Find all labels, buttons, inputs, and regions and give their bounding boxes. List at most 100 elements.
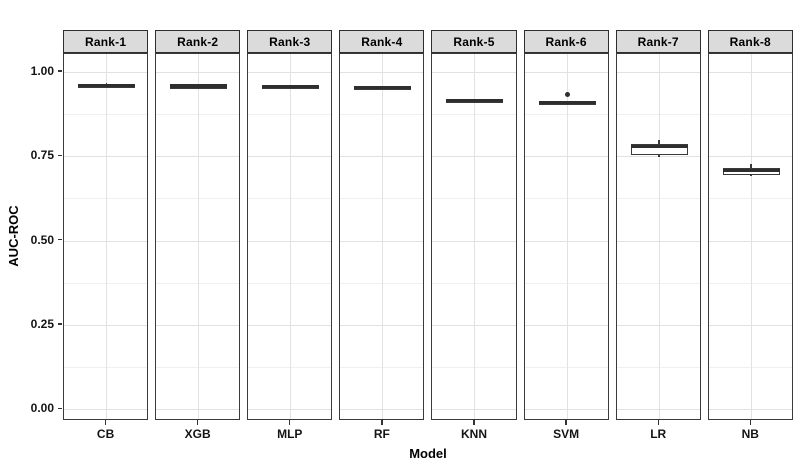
minor-gridline — [708, 114, 792, 116]
y-axis-tick-mark — [57, 238, 62, 241]
major-gridline — [340, 324, 424, 326]
minor-gridline — [432, 198, 516, 200]
minor-gridline — [616, 282, 700, 284]
facet-strip-label: Rank-5 — [453, 34, 495, 49]
facet-strip: Rank-3 — [247, 30, 333, 53]
x-axis-tick-label: XGB — [184, 427, 211, 441]
major-gridline — [432, 240, 516, 242]
major-gridline — [64, 72, 148, 73]
major-gridline — [524, 156, 608, 158]
x-axis-tick-label: RF — [373, 427, 390, 441]
major-gridline — [708, 409, 792, 411]
major-gridline — [616, 72, 700, 73]
x-axis-tick-label: NB — [741, 427, 759, 441]
major-gridline — [248, 156, 332, 158]
major-gridline — [340, 240, 424, 242]
facet-strip: Rank-1 — [63, 30, 149, 53]
boxplot-box — [630, 143, 688, 156]
y-axis-tick-mark — [57, 70, 62, 72]
facet-strip-label: Rank-6 — [545, 34, 587, 49]
major-gridline — [524, 240, 608, 242]
minor-gridline — [64, 198, 148, 200]
facet-strip: Rank-7 — [615, 30, 701, 53]
y-axis-tick-label: 0.00 — [30, 401, 54, 416]
vertical-gridline — [382, 54, 384, 419]
major-gridline — [156, 240, 240, 242]
x-axis-tick-mark — [104, 420, 107, 425]
x-axis-tick-mark — [657, 420, 659, 425]
minor-gridline — [248, 282, 332, 284]
minor-gridline — [616, 114, 700, 116]
major-gridline — [156, 409, 240, 411]
major-gridline — [524, 72, 608, 73]
boxplot-median — [446, 98, 504, 102]
minor-gridline — [616, 367, 700, 369]
major-gridline — [340, 72, 424, 73]
x-axis-tick-label: SVM — [553, 427, 580, 441]
minor-gridline — [524, 367, 608, 369]
minor-gridline — [432, 114, 516, 116]
facet-strip: Rank-6 — [523, 30, 609, 53]
facet-panel — [431, 53, 517, 420]
major-gridline — [340, 409, 424, 411]
minor-gridline — [248, 367, 332, 369]
minor-gridline — [248, 114, 332, 116]
boxplot-median — [170, 84, 228, 88]
major-gridline — [248, 409, 332, 411]
y-axis-tick-label: 0.25 — [30, 316, 54, 331]
major-gridline — [708, 240, 792, 242]
major-gridline — [156, 156, 240, 158]
x-axis-tick-label: LR — [650, 427, 667, 441]
major-gridline — [432, 156, 516, 158]
major-gridline — [156, 72, 240, 73]
facet-strip-label: Rank-7 — [637, 34, 679, 49]
y-axis-tick-label: 0.50 — [30, 232, 54, 247]
major-gridline — [616, 409, 700, 411]
minor-gridline — [616, 198, 700, 200]
facet-panel — [247, 53, 333, 420]
vertical-gridline — [106, 54, 108, 419]
facet-panel — [155, 53, 241, 420]
boxplot-median — [354, 86, 412, 90]
minor-gridline — [524, 198, 608, 200]
minor-gridline — [248, 198, 332, 200]
minor-gridline — [156, 367, 240, 369]
major-gridline — [616, 324, 700, 326]
major-gridline — [708, 324, 792, 326]
major-gridline — [524, 409, 608, 411]
x-axis-tick-label: KNN — [460, 427, 487, 441]
minor-gridline — [340, 114, 424, 116]
minor-gridline — [524, 282, 608, 284]
vertical-gridline — [474, 54, 476, 419]
minor-gridline — [340, 282, 424, 284]
major-gridline — [64, 409, 148, 411]
minor-gridline — [524, 114, 608, 116]
facet-strip: Rank-2 — [155, 30, 241, 53]
x-axis-tick-mark — [381, 420, 383, 425]
facet-strip-label: Rank-4 — [361, 34, 403, 49]
vertical-gridline — [566, 54, 568, 419]
y-axis-tick-label: 0.75 — [30, 148, 54, 163]
y-axis-tick-label: 1.00 — [30, 64, 54, 78]
major-gridline — [708, 72, 792, 73]
major-gridline — [616, 156, 700, 158]
x-axis-tick-mark — [565, 420, 567, 425]
facet-panel — [339, 53, 425, 420]
major-gridline — [64, 324, 148, 326]
x-axis-tick-mark — [473, 420, 475, 425]
major-gridline — [708, 156, 792, 158]
boxplot-median — [722, 169, 780, 173]
major-gridline — [432, 324, 516, 326]
major-gridline — [64, 156, 148, 158]
major-gridline — [524, 324, 608, 326]
vertical-gridline — [750, 54, 752, 419]
minor-gridline — [708, 198, 792, 200]
major-gridline — [248, 240, 332, 242]
y-axis-tick-mark — [57, 407, 62, 409]
major-gridline — [432, 409, 516, 411]
minor-gridline — [64, 282, 148, 284]
minor-gridline — [708, 367, 792, 369]
facet-panel — [523, 53, 609, 420]
minor-gridline — [64, 367, 148, 369]
